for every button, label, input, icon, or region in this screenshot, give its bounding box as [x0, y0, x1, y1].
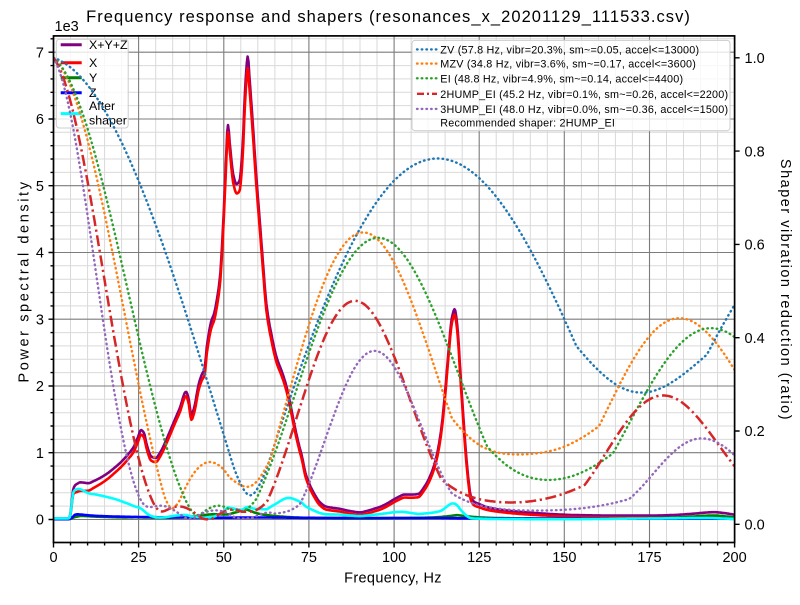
- svg-text:6: 6: [36, 112, 44, 128]
- svg-text:MZV (34.8 Hz, vibr=3.6%, sm~=0: MZV (34.8 Hz, vibr=3.6%, sm~=0.17, accel…: [440, 59, 696, 71]
- svg-text:Frequency response and shapers: Frequency response and shapers (resonanc…: [86, 8, 691, 26]
- svg-text:0.6: 0.6: [745, 238, 765, 254]
- svg-text:Y: Y: [89, 71, 97, 85]
- svg-text:EI (48.8 Hz, vibr=4.9%, sm~=0.: EI (48.8 Hz, vibr=4.9%, sm~=0.14, accel<…: [440, 73, 683, 85]
- svg-text:1e3: 1e3: [55, 19, 79, 35]
- svg-text:Frequency, Hz: Frequency, Hz: [344, 571, 442, 587]
- svg-text:175: 175: [637, 550, 661, 566]
- svg-text:1: 1: [36, 446, 44, 462]
- svg-text:X+Y+Z: X+Y+Z: [89, 38, 128, 52]
- svg-text:2HUMP_EI (45.2 Hz, vibr=0.1%,: 2HUMP_EI (45.2 Hz, vibr=0.1%, sm~=0.26, …: [440, 89, 728, 101]
- svg-text:7: 7: [36, 45, 44, 61]
- svg-text:5: 5: [36, 179, 44, 195]
- svg-text:X: X: [89, 56, 97, 70]
- svg-text:25: 25: [131, 550, 147, 566]
- svg-text:0: 0: [36, 513, 44, 529]
- svg-text:0.2: 0.2: [745, 424, 765, 440]
- svg-text:0.8: 0.8: [745, 144, 765, 160]
- svg-text:2: 2: [36, 379, 44, 395]
- svg-text:Shaper vibration reduction (ra: Shaper vibration reduction (ratio): [777, 159, 793, 421]
- svg-text:0.0: 0.0: [745, 518, 765, 534]
- svg-text:125: 125: [467, 550, 491, 566]
- svg-text:3HUMP_EI (48.0 Hz, vibr=0.0%,: 3HUMP_EI (48.0 Hz, vibr=0.0%, sm~=0.36, …: [440, 104, 728, 116]
- svg-text:200: 200: [722, 550, 746, 566]
- svg-text:3: 3: [36, 312, 44, 328]
- svg-text:ZV (57.8 Hz, vibr=20.3%, sm~=0: ZV (57.8 Hz, vibr=20.3%, sm~=0.05, accel…: [440, 44, 699, 56]
- svg-text:0: 0: [49, 550, 57, 566]
- svg-text:Z: Z: [89, 86, 97, 100]
- svg-text:100: 100: [382, 550, 406, 566]
- svg-text:75: 75: [301, 550, 317, 566]
- svg-text:Recommended shaper: 2HUMP_EI: Recommended shaper: 2HUMP_EI: [440, 118, 615, 130]
- svg-text:1.0: 1.0: [745, 51, 765, 67]
- svg-text:Power spectral density: Power spectral density: [17, 179, 33, 382]
- svg-text:150: 150: [552, 550, 576, 566]
- svg-text:4: 4: [36, 246, 44, 262]
- svg-text:shaper: shaper: [89, 113, 127, 127]
- svg-text:0.4: 0.4: [745, 331, 765, 347]
- svg-text:50: 50: [216, 550, 232, 566]
